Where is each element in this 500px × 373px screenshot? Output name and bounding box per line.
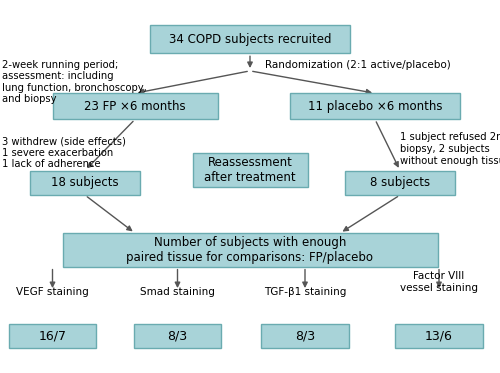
FancyBboxPatch shape — [62, 233, 438, 267]
FancyBboxPatch shape — [192, 153, 308, 186]
Text: 3 withdrew (side effects)
1 severe exacerbation
1 lack of adherence: 3 withdrew (side effects) 1 severe exace… — [2, 136, 126, 169]
FancyBboxPatch shape — [150, 25, 350, 53]
Text: 8/3: 8/3 — [295, 329, 315, 342]
Text: Factor VIII
vessel staining: Factor VIII vessel staining — [400, 271, 478, 293]
Text: 13/6: 13/6 — [425, 329, 453, 342]
Text: 2-week running period;
assessment: including
lung function, bronchoscopy,
and bi: 2-week running period; assessment: inclu… — [2, 60, 147, 104]
Text: 34 COPD subjects recruited: 34 COPD subjects recruited — [169, 33, 331, 46]
Text: Number of subjects with enough
paired tissue for comparisons: FP/placebo: Number of subjects with enough paired ti… — [126, 236, 374, 264]
Text: Reassessment
after treatment: Reassessment after treatment — [204, 156, 296, 184]
FancyBboxPatch shape — [30, 171, 140, 195]
Text: TGF-β1 staining: TGF-β1 staining — [264, 286, 346, 297]
FancyBboxPatch shape — [9, 323, 96, 348]
Text: VEGF staining: VEGF staining — [16, 286, 89, 297]
Text: 18 subjects: 18 subjects — [51, 176, 119, 189]
Text: 8/3: 8/3 — [168, 329, 188, 342]
Text: 16/7: 16/7 — [38, 329, 66, 342]
FancyBboxPatch shape — [290, 93, 460, 119]
FancyBboxPatch shape — [134, 323, 221, 348]
Text: Smad staining: Smad staining — [140, 286, 215, 297]
FancyBboxPatch shape — [345, 171, 455, 195]
FancyBboxPatch shape — [395, 323, 483, 348]
Text: 8 subjects: 8 subjects — [370, 176, 430, 189]
Text: 23 FP ×6 months: 23 FP ×6 months — [84, 100, 186, 113]
Text: Randomization (2:1 active/placebo): Randomization (2:1 active/placebo) — [265, 60, 451, 70]
FancyBboxPatch shape — [261, 323, 349, 348]
Text: 11 placebo ×6 months: 11 placebo ×6 months — [308, 100, 442, 113]
Text: 1 subject refused 2nd
biopsy, 2 subjects
without enough tissue: 1 subject refused 2nd biopsy, 2 subjects… — [400, 132, 500, 166]
FancyBboxPatch shape — [52, 93, 218, 119]
